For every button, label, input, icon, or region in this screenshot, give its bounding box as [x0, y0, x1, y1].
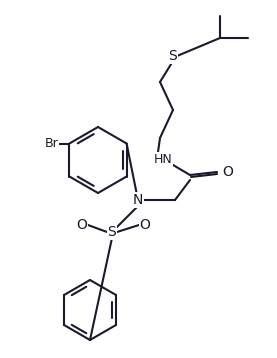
Text: O: O	[76, 218, 88, 232]
Text: S: S	[108, 225, 116, 239]
Text: HN: HN	[154, 153, 172, 165]
Text: O: O	[140, 218, 150, 232]
Text: S: S	[169, 49, 177, 63]
Text: Br: Br	[45, 137, 58, 150]
Text: N: N	[133, 193, 143, 207]
Text: O: O	[222, 165, 234, 179]
